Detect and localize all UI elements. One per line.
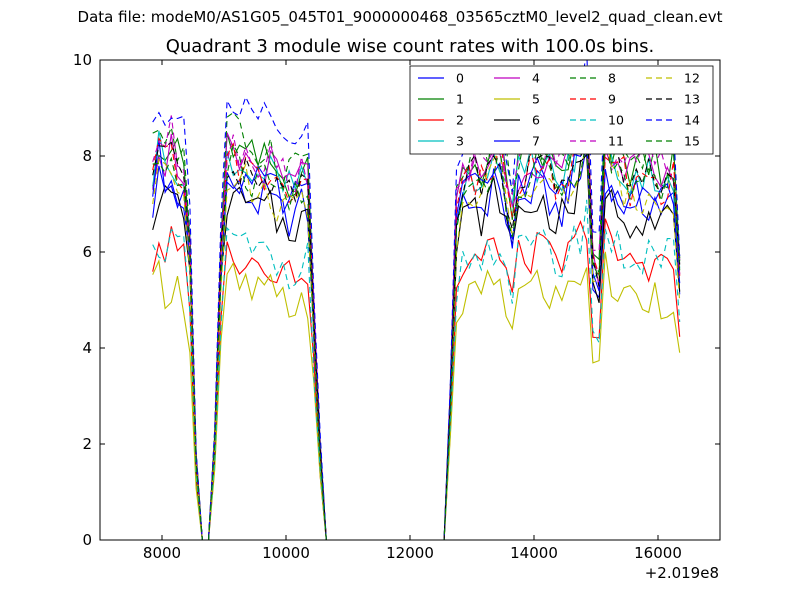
legend-item-10: 10 [570,113,624,128]
legend-label: 4 [532,71,540,86]
legend-label: 11 [608,134,624,149]
legend-item-0: 0 [418,71,464,86]
x-tick: 12000 [386,60,434,562]
x-axis-ticks: 8000 10000 12000 14000 16000 [143,60,682,562]
x-tick-label: 10000 [262,544,310,562]
legend-item-13: 13 [646,92,700,107]
y-tick-label: 6 [82,243,92,261]
legend-box [409,65,714,155]
x-tick-label: 8000 [143,544,181,562]
series-line-12 [152,136,681,540]
series-line-2 [152,218,681,540]
legend-item-11: 11 [570,134,624,149]
figure-suptitle: Data file: modeM0/AS1G05_045T01_90000004… [77,8,723,26]
y-tick-label: 10 [73,51,92,69]
legend-label: 0 [456,71,464,86]
legend-label: 3 [456,134,464,149]
legend-item-3: 3 [418,134,464,149]
y-tick-label: 8 [82,147,92,165]
y-tick-label: 0 [82,531,92,549]
legend-label: 6 [532,113,540,128]
legend-item-12: 12 [646,71,700,86]
legend-label: 8 [608,71,616,86]
x-tick: 14000 [510,60,558,562]
series-line-1 [152,99,681,540]
y-tick: 4 [82,339,720,357]
y-tick-label: 4 [82,339,92,357]
legend-label: 15 [684,134,700,149]
x-axis-offset-label: +2.019e8 [645,564,719,582]
y-tick: 8 [82,147,720,165]
legend-label: 9 [608,92,616,107]
legend-item-1: 1 [418,92,464,107]
x-tick: 10000 [262,60,310,562]
legend-label: 14 [684,113,700,128]
x-tick-label: 16000 [634,544,682,562]
legend-item-2: 2 [418,113,464,128]
x-tick-label: 12000 [386,544,434,562]
legend-label: 1 [456,92,464,107]
legend-label: 7 [532,134,540,149]
legend-label: 2 [456,113,464,128]
x-tick: 8000 [143,60,181,562]
chart-title: Quadrant 3 module wise count rates with … [165,36,655,57]
y-tick: 0 [82,531,720,549]
x-tick: 16000 [634,60,682,562]
legend-item-14: 14 [646,113,700,128]
series-line-5 [152,251,681,540]
y-tick: 6 [82,243,720,261]
legend-item-15: 15 [646,134,700,149]
plot-lines [152,60,681,540]
legend-item-6: 6 [494,113,540,128]
x-tick-label: 14000 [510,544,558,562]
legend-item-8: 8 [570,71,616,86]
legend-item-4: 4 [494,71,540,86]
legend-item-9: 9 [570,92,616,107]
legend-item-5: 5 [494,92,540,107]
y-tick: 2 [82,435,720,453]
legend-label: 10 [608,113,624,128]
legend-item-7: 7 [494,134,540,149]
legend-label: 12 [684,71,700,86]
series-line-15 [152,136,681,540]
legend-label: 5 [532,92,540,107]
series-line-10 [152,199,681,540]
y-tick-label: 2 [82,435,92,453]
series-line-14 [152,60,681,540]
legend-label: 13 [684,92,700,107]
y-tick: 10 [73,51,720,69]
series-line-8 [152,91,681,540]
